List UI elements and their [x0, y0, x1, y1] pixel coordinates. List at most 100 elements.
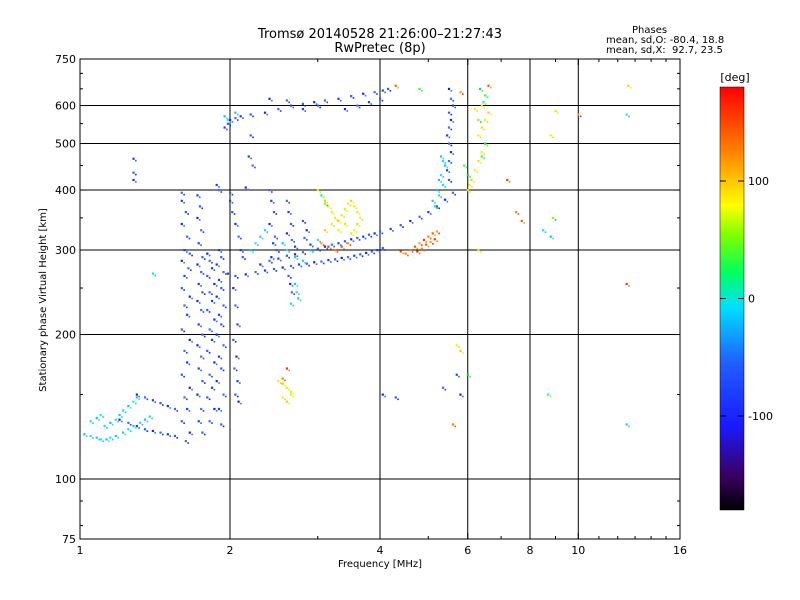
data-point	[323, 245, 327, 248]
data-point	[148, 415, 151, 418]
data-point	[579, 115, 582, 118]
data-point	[236, 225, 239, 227]
data-point	[234, 274, 237, 278]
data-point	[231, 121, 234, 123]
data-point	[108, 440, 110, 443]
data-point	[188, 237, 191, 240]
data-point	[180, 287, 183, 290]
data-point	[305, 239, 308, 241]
data-point	[203, 335, 206, 338]
data-point	[334, 216, 337, 220]
data-point	[326, 201, 329, 204]
data-point	[322, 244, 325, 246]
data-point	[183, 304, 186, 307]
data-point	[186, 235, 189, 238]
data-point	[462, 351, 464, 354]
data-point	[343, 216, 345, 218]
data-point	[166, 404, 169, 408]
data-point	[208, 398, 211, 401]
data-point	[381, 246, 384, 250]
data-point	[135, 173, 137, 176]
data-point	[215, 333, 218, 336]
data-point	[236, 323, 239, 326]
data-point	[239, 382, 241, 384]
data-point	[259, 235, 262, 238]
data-point	[441, 183, 445, 187]
data-point	[384, 91, 386, 94]
data-point	[196, 216, 199, 220]
data-point	[552, 237, 554, 240]
data-point	[234, 304, 237, 307]
data-point	[446, 200, 449, 203]
data-point	[257, 244, 259, 246]
data-point	[220, 410, 223, 412]
data-point	[330, 243, 333, 246]
data-point	[293, 241, 295, 243]
data-point	[186, 313, 189, 316]
data-point	[211, 375, 213, 378]
data-point	[285, 249, 288, 252]
data-point	[327, 205, 330, 208]
data-point	[196, 194, 199, 197]
data-point	[297, 297, 300, 300]
data-point	[202, 410, 205, 412]
data-point	[285, 254, 288, 257]
data-point	[114, 418, 118, 421]
data-point	[421, 90, 423, 92]
data-point	[378, 251, 381, 253]
data-point	[272, 267, 276, 271]
data-point	[191, 341, 193, 343]
data-point	[389, 227, 392, 231]
data-point	[217, 407, 221, 411]
data-point	[319, 241, 321, 243]
data-point	[323, 99, 327, 102]
data-point	[292, 106, 295, 109]
data-point	[450, 144, 453, 147]
y-tick-label: 400	[55, 184, 76, 197]
data-point	[218, 186, 220, 188]
data-point	[358, 213, 361, 215]
data-point	[208, 291, 211, 294]
data-point	[549, 235, 552, 238]
data-point	[508, 181, 511, 183]
data-point	[118, 418, 121, 421]
data-point	[448, 171, 451, 173]
data-point	[397, 86, 399, 89]
data-point	[254, 166, 256, 169]
data-point	[222, 270, 225, 274]
data-point	[506, 178, 509, 182]
data-point	[370, 250, 373, 253]
data-point	[483, 128, 485, 131]
data-point	[215, 320, 218, 323]
data-point	[333, 213, 335, 215]
data-point	[547, 393, 550, 396]
data-point	[135, 393, 138, 396]
data-point	[215, 295, 218, 298]
data-point	[217, 249, 221, 252]
data-point	[320, 242, 323, 245]
data-point	[298, 293, 300, 296]
data-point	[326, 247, 329, 250]
data-point	[220, 287, 223, 290]
data-point	[471, 186, 473, 188]
data-point	[271, 191, 273, 193]
data-point	[337, 97, 340, 100]
data-point	[447, 178, 451, 182]
data-point	[237, 357, 240, 360]
data-point	[201, 431, 204, 434]
data-point	[486, 144, 489, 147]
data-point	[210, 338, 214, 342]
data-point	[376, 249, 379, 252]
data-point	[293, 282, 297, 286]
data-point	[301, 259, 305, 262]
data-point	[301, 108, 305, 111]
data-point	[196, 344, 199, 347]
data-point	[339, 99, 342, 102]
data-point	[293, 256, 297, 259]
data-point	[356, 236, 359, 240]
phase-heading: Phases	[632, 25, 668, 36]
data-point	[241, 256, 244, 259]
data-point	[479, 136, 482, 139]
data-point	[215, 263, 218, 266]
data-point	[486, 121, 489, 123]
